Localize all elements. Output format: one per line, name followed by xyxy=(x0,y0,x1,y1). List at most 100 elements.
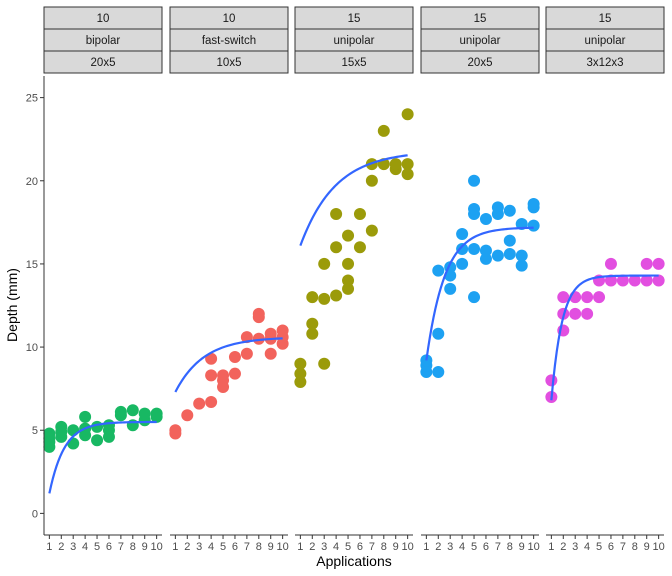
x-tick-label: 3 xyxy=(70,541,76,553)
data-point xyxy=(205,395,218,408)
data-point xyxy=(353,241,366,254)
x-tick-label: 8 xyxy=(130,541,136,553)
facet-panel: 15 unipolar 20x5 1 2 3 4 5 6 7 8 9 10 xyxy=(420,6,540,553)
y-tick-label: 0 xyxy=(32,508,38,520)
data-point xyxy=(342,274,355,287)
data-point xyxy=(330,289,343,302)
data-point xyxy=(491,201,504,214)
x-tick-label: 4 xyxy=(82,541,88,553)
fit-curve xyxy=(425,226,534,361)
x-tick-label: 6 xyxy=(232,541,238,553)
data-point xyxy=(432,264,445,277)
x-tick-label: 2 xyxy=(184,541,190,553)
x-tick-label: 5 xyxy=(471,541,477,553)
data-point xyxy=(276,324,289,337)
facet-strip-label: 15 xyxy=(474,13,487,25)
data-point xyxy=(43,427,56,440)
y-tick-label: 25 xyxy=(26,93,38,105)
data-point xyxy=(294,376,307,388)
data-point xyxy=(491,249,504,262)
x-tick-label: 2 xyxy=(435,541,441,553)
data-point xyxy=(444,282,457,295)
data-point xyxy=(217,369,230,382)
data-point xyxy=(503,204,516,217)
data-point xyxy=(456,242,469,255)
data-point xyxy=(640,274,653,287)
data-point xyxy=(432,366,445,379)
facet-strip-label: 15x5 xyxy=(342,57,367,69)
facet-strip-label: 20x5 xyxy=(468,57,493,69)
data-point xyxy=(581,307,594,320)
data-point xyxy=(365,224,378,237)
x-tick-label: 8 xyxy=(632,541,638,553)
data-point xyxy=(557,291,570,304)
x-tick-label: 2 xyxy=(58,541,64,553)
data-point xyxy=(55,425,68,438)
data-point xyxy=(330,208,343,221)
data-point xyxy=(503,247,516,260)
data-point xyxy=(228,351,241,364)
x-tick-label: 1 xyxy=(172,541,178,553)
x-tick-label: 10 xyxy=(151,541,163,553)
data-point xyxy=(377,124,390,137)
data-point xyxy=(240,347,253,360)
data-point xyxy=(503,234,516,247)
data-point xyxy=(306,291,319,304)
facet-strip-label: bipolar xyxy=(86,35,121,47)
y-tick-label: 15 xyxy=(26,259,38,271)
x-tick-label: 4 xyxy=(584,541,590,553)
x-tick-label: 10 xyxy=(653,541,665,553)
facet-strip-label: unipolar xyxy=(460,35,501,47)
data-point xyxy=(342,229,355,242)
x-tick-label: 9 xyxy=(142,541,148,553)
data-point xyxy=(593,291,606,304)
data-point xyxy=(264,327,277,340)
facet-strip-label: 15 xyxy=(348,13,361,25)
data-point xyxy=(479,244,492,257)
data-point xyxy=(432,327,445,340)
facet-strip xyxy=(420,50,540,74)
facet-strip xyxy=(545,50,665,74)
x-tick-label: 1 xyxy=(548,541,554,553)
y-tick-label: 10 xyxy=(26,342,38,354)
data-point xyxy=(67,424,80,437)
data-point xyxy=(401,108,414,121)
x-tick-label: 1 xyxy=(423,541,429,553)
data-point xyxy=(318,357,331,370)
data-point xyxy=(306,317,319,330)
facet-strip-label: 10 xyxy=(223,13,236,25)
facet-strip xyxy=(294,50,414,74)
data-point xyxy=(389,158,402,171)
data-point xyxy=(169,424,182,437)
facet-strip-label: 10 xyxy=(97,13,110,25)
data-point xyxy=(365,174,378,187)
y-tick-label: 5 xyxy=(32,425,38,437)
data-point xyxy=(640,257,653,270)
data-point xyxy=(527,198,540,211)
x-tick-label: 4 xyxy=(333,541,339,553)
x-tick-label: 10 xyxy=(528,541,540,553)
data-point xyxy=(515,259,528,272)
x-tick-label: 5 xyxy=(94,541,100,553)
y-axis: 0 5 10 15 20 25 xyxy=(26,76,45,535)
x-tick-label: 5 xyxy=(345,541,351,553)
x-tick-label: 2 xyxy=(560,541,566,553)
facet-strip-label: 10x5 xyxy=(217,57,242,69)
data-point xyxy=(456,257,469,270)
facet-strip-label: 15 xyxy=(599,13,612,25)
x-tick-label: 6 xyxy=(608,541,614,553)
fit-curve xyxy=(299,154,408,247)
data-point xyxy=(652,274,665,287)
facet-strip-label: fast-switch xyxy=(202,35,256,47)
data-point xyxy=(479,252,492,265)
data-point xyxy=(401,158,414,171)
x-tick-label: 3 xyxy=(447,541,453,553)
facet-strip-label: 3x12x3 xyxy=(586,57,623,69)
data-point xyxy=(252,307,265,320)
x-tick-label: 7 xyxy=(118,541,124,553)
x-tick-label: 3 xyxy=(321,541,327,553)
x-tick-label: 4 xyxy=(208,541,214,553)
data-point xyxy=(205,369,218,382)
